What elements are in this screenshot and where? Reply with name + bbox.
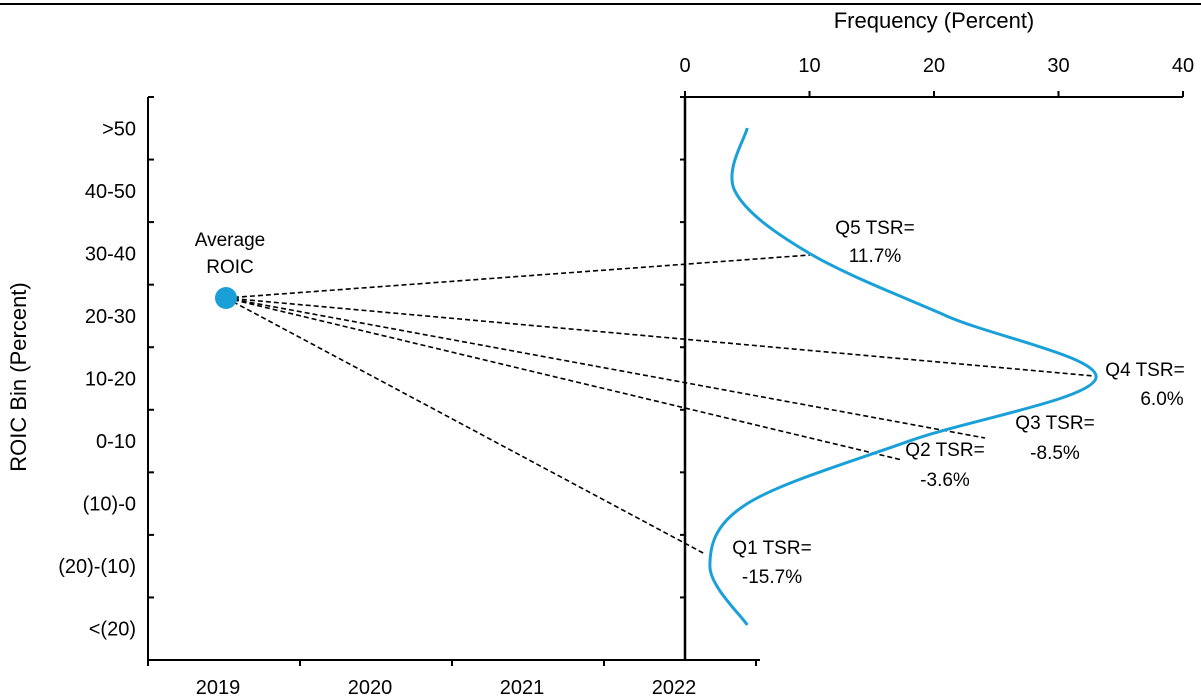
y-tick-label: <(20) — [89, 619, 136, 641]
y-tick-label: 30-40 — [85, 243, 136, 265]
dashed-connector — [225, 297, 1095, 377]
distribution-curve-line — [708, 127, 1098, 626]
dashed-connector — [225, 297, 986, 439]
q5-label-line1: Q5 TSR= — [835, 218, 914, 239]
bottom-axis: 2019 2020 2021 2022 — [147, 659, 760, 698]
x-tick-label: 2022 — [652, 677, 697, 698]
q1-label-line2: -15.7% — [742, 567, 802, 588]
quintile-labels: Q5 TSR= 11.7% Q4 TSR= 6.0% Q3 TSR= -8.5%… — [732, 218, 1184, 588]
dashed-connector — [225, 297, 903, 461]
y-tick-label: >50 — [102, 118, 136, 140]
q3-label-line1: Q3 TSR= — [1015, 413, 1094, 434]
dashed-connectors — [225, 254, 1095, 555]
top-tick-label: 40 — [1172, 55, 1194, 77]
x-tick-label: 2019 — [196, 677, 241, 698]
average-roic-marker: Average ROIC — [195, 230, 265, 309]
x-tick-label: 2021 — [500, 677, 545, 698]
y-tick-label: (20)-(10) — [58, 556, 136, 578]
y-tick-label: 40-50 — [85, 181, 136, 203]
q5-label-line2: 11.7% — [849, 246, 902, 267]
y-axis-title: ROIC Bin (Percent) — [6, 282, 31, 472]
left-axis: >50 40-50 30-40 20-30 10-20 0-10 (10)-0 (20)-(1… — [58, 96, 154, 661]
top-tick-label: 30 — [1047, 55, 1069, 77]
top-axis: 0 10 20 30 40 — [679, 55, 1194, 98]
x-tick-label: 2020 — [348, 677, 393, 698]
y-tick-label: (10)-0 — [83, 494, 136, 516]
divider-axis — [680, 96, 687, 661]
top-tick-label: 20 — [923, 55, 945, 77]
average-label-line2: ROIC — [206, 257, 254, 278]
q2-label-line1: Q2 TSR= — [905, 440, 984, 461]
q1-label-line1: Q1 TSR= — [732, 538, 811, 559]
average-roic-dot — [215, 287, 237, 309]
q4-label-line1: Q4 TSR= — [1105, 360, 1184, 381]
q2-label-line2: -3.6% — [920, 470, 970, 491]
top-tick-label: 10 — [798, 55, 820, 77]
dashed-connector — [225, 254, 811, 299]
q4-label-line2: 6.0% — [1140, 389, 1183, 410]
distribution-curve — [708, 127, 1098, 626]
top-tick-label: 0 — [679, 55, 690, 77]
q3-label-line2: -8.5% — [1030, 443, 1080, 464]
dashed-connector — [225, 297, 706, 555]
top-axis-title: Frequency (Percent) — [834, 8, 1035, 33]
y-tick-label: 10-20 — [85, 369, 136, 391]
y-tick-label: 20-30 — [85, 306, 136, 328]
average-label-line1: Average — [195, 230, 265, 251]
y-tick-label: 0-10 — [96, 431, 136, 453]
